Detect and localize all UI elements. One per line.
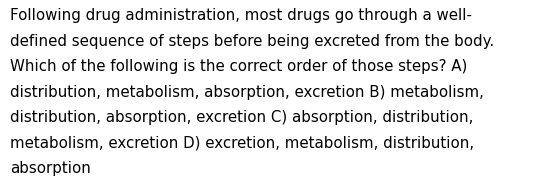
Text: absorption: absorption <box>10 161 91 176</box>
Text: distribution, absorption, excretion C) absorption, distribution,: distribution, absorption, excretion C) a… <box>10 110 473 125</box>
Text: distribution, metabolism, absorption, excretion B) metabolism,: distribution, metabolism, absorption, ex… <box>10 85 484 100</box>
Text: Following drug administration, most drugs go through a well-: Following drug administration, most drug… <box>10 8 472 24</box>
Text: metabolism, excretion D) excretion, metabolism, distribution,: metabolism, excretion D) excretion, meta… <box>10 135 474 150</box>
Text: Which of the following is the correct order of those steps? A): Which of the following is the correct or… <box>10 59 468 74</box>
Text: defined sequence of steps before being excreted from the body.: defined sequence of steps before being e… <box>10 34 494 49</box>
